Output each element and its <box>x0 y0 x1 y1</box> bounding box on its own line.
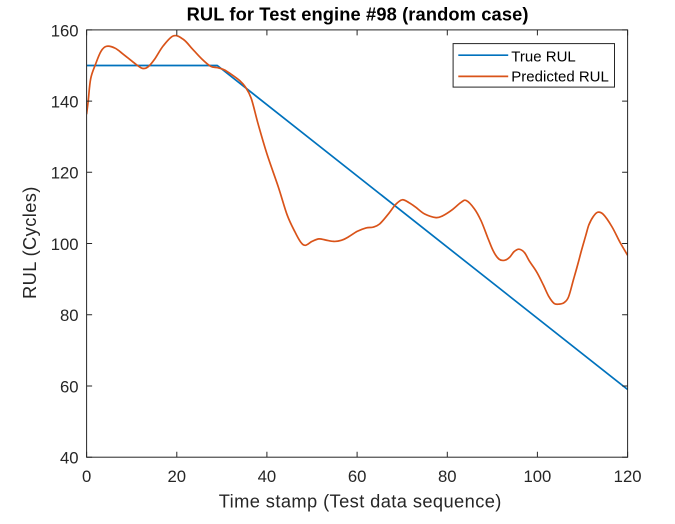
svg-text:100: 100 <box>523 467 551 486</box>
svg-text:Time stamp (Test data sequence: Time stamp (Test data sequence) <box>219 490 502 511</box>
svg-text:RUL (Cycles): RUL (Cycles) <box>19 186 40 299</box>
svg-text:40: 40 <box>60 449 79 468</box>
svg-text:120: 120 <box>51 164 79 183</box>
svg-text:60: 60 <box>348 467 367 486</box>
svg-text:60: 60 <box>60 377 79 396</box>
svg-text:160: 160 <box>51 21 79 40</box>
svg-text:140: 140 <box>51 93 79 112</box>
svg-text:20: 20 <box>168 467 187 486</box>
svg-text:100: 100 <box>51 235 79 254</box>
svg-text:80: 80 <box>438 467 457 486</box>
svg-text:0: 0 <box>82 467 91 486</box>
svg-text:120: 120 <box>614 467 642 486</box>
svg-text:RUL for Test engine #98 (rando: RUL for Test engine #98 (random case) <box>187 3 529 24</box>
svg-text:40: 40 <box>258 467 277 486</box>
svg-text:80: 80 <box>60 306 79 325</box>
svg-text:True RUL: True RUL <box>511 49 575 66</box>
svg-text:Predicted RUL: Predicted RUL <box>511 69 609 86</box>
